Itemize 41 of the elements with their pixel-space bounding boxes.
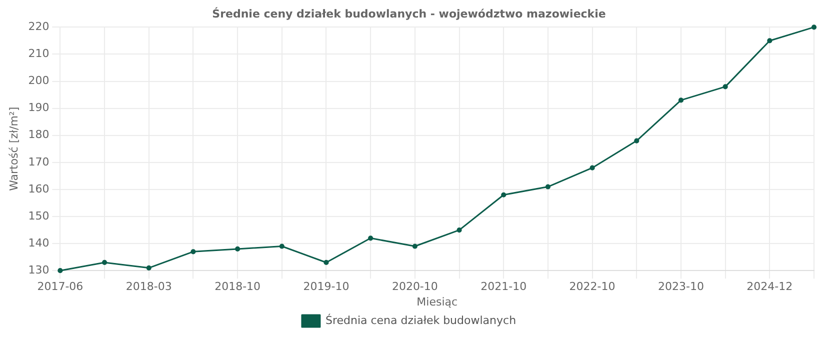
x-axis-title: Miesiąc xyxy=(416,295,458,308)
point xyxy=(678,98,684,103)
y-tick-label: 180 xyxy=(28,128,50,142)
x-tick-label: 2019-10 xyxy=(303,280,350,294)
x-tick-label: 2024-12 xyxy=(746,280,793,294)
point xyxy=(634,138,640,144)
point xyxy=(590,165,595,170)
x-tick-label: 2018-03 xyxy=(126,280,172,294)
point xyxy=(146,265,152,270)
y-tick-label: 210 xyxy=(28,47,50,60)
point xyxy=(412,244,418,249)
y-axis-title: Wartość [zł/m²] xyxy=(7,106,20,191)
point xyxy=(235,246,240,252)
y-tick-label: 190 xyxy=(28,101,50,114)
y-tick-label: 170 xyxy=(28,155,50,168)
y-tick-label: 150 xyxy=(28,209,50,222)
y-tick-label: 200 xyxy=(28,74,50,88)
point xyxy=(456,227,462,233)
x-tick-label: 2020-10 xyxy=(392,280,438,294)
x-tick-label: 2017-06 xyxy=(37,280,84,294)
point xyxy=(279,244,284,249)
x-tick-label: 2018-10 xyxy=(214,280,261,294)
point xyxy=(58,268,63,274)
x-tick-label: 2022-10 xyxy=(569,280,616,294)
y-tick-label: 140 xyxy=(28,236,50,250)
point xyxy=(767,38,772,44)
point xyxy=(190,249,196,254)
point xyxy=(545,184,550,190)
point xyxy=(722,84,728,90)
y-tick-label: 160 xyxy=(28,182,50,196)
x-tick-label: 2023-10 xyxy=(658,280,704,294)
y-tick-label: 220 xyxy=(28,20,50,34)
point xyxy=(102,260,108,266)
chart-title: Średnie ceny działek budowlanych - województwo mazowieckie xyxy=(212,6,606,20)
point xyxy=(368,236,374,241)
point xyxy=(324,260,329,266)
point xyxy=(811,24,817,30)
legend-label: Średnia cena działek budowlanych xyxy=(325,312,516,327)
point xyxy=(501,192,506,198)
y-tick-label: 130 xyxy=(28,263,50,276)
x-tick-label: 2021-10 xyxy=(480,280,527,294)
